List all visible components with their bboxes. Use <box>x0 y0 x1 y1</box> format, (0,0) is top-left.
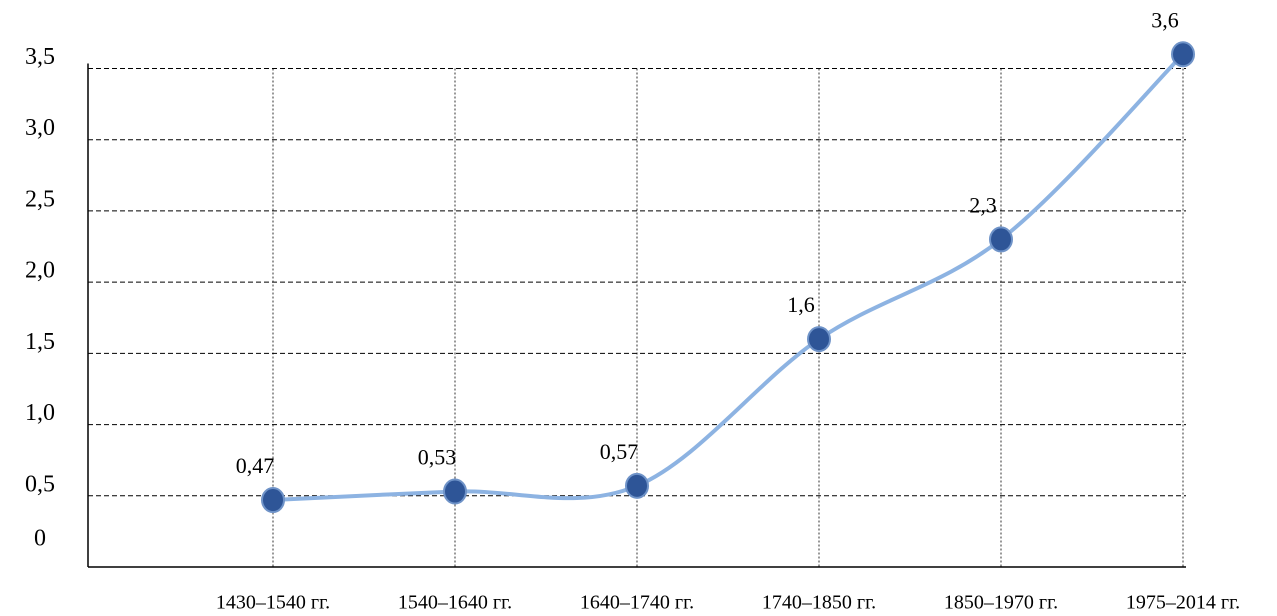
x-tick-label: 1850–1970 гг. <box>944 592 1058 614</box>
value-label: 0,47 <box>236 453 275 478</box>
marker <box>989 226 1013 253</box>
x-tick-label: 1640–1740 гг. <box>580 592 694 614</box>
x-tick-label: 1430–1540 гг. <box>216 592 330 614</box>
x-tick-label: 1740–1850 гг. <box>762 592 876 614</box>
value-label: 2,3 <box>969 192 997 217</box>
x-tick-label: 1975–2014 гг. <box>1126 592 1240 614</box>
y-tick-label: 3,0 <box>25 115 55 141</box>
y-tick-label: 1,5 <box>25 329 55 355</box>
marker <box>443 478 467 505</box>
marker <box>261 487 285 514</box>
y-tick-label: 1,0 <box>25 400 55 426</box>
y-tick-label: 2,5 <box>25 186 55 212</box>
x-tick-label: 1540–1640 гг. <box>398 592 512 614</box>
value-label: 0,53 <box>418 445 457 470</box>
marker <box>1171 41 1195 68</box>
line <box>272 52 1185 503</box>
y-tick-label: 2,0 <box>25 258 55 284</box>
y-tick-label: 0,5 <box>25 471 55 497</box>
y-tick-label: 3,5 <box>25 44 55 70</box>
y-tick-label: 0 <box>34 526 46 552</box>
value-label: 3,6 <box>1151 7 1179 32</box>
value-label: 1,6 <box>787 292 815 317</box>
value-label: 0,57 <box>600 439 639 464</box>
marker <box>807 326 831 353</box>
marker <box>625 472 649 499</box>
